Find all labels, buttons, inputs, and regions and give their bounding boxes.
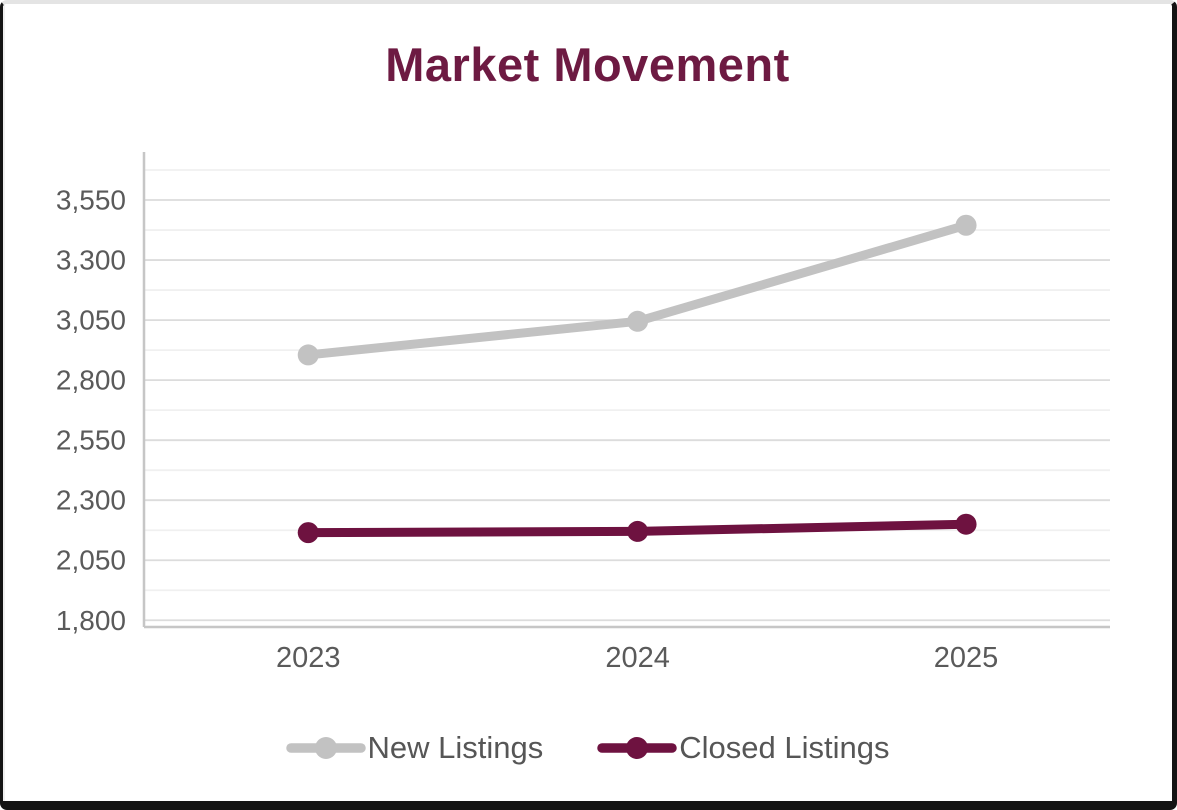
legend-label-closed-listings: Closed Listings [679, 730, 890, 765]
legend-item-new-listings: New Listings [285, 730, 544, 766]
data-point-new-listings [297, 344, 319, 366]
y-tick-label: 2,800 [56, 365, 126, 396]
legend-marker-closed-listings [597, 737, 678, 759]
y-tick-label: 2,050 [56, 545, 126, 576]
data-point-new-listings [955, 214, 977, 236]
line-chart-plot: 3,550 3,300 3,050 2,800 2,550 2,300 2,050 1,800… [56, 152, 1110, 674]
chart-title: Market Movement [385, 38, 790, 91]
chart-card: Market Movement 3,550 3,300 3,050 2,800 2,55… [3, 4, 1172, 801]
y-tick-label: 2,550 [56, 425, 126, 456]
data-point-closed-listings [955, 513, 977, 535]
legend-label-new-listings: New Listings [367, 730, 544, 765]
y-tick-label: 2,300 [56, 485, 126, 516]
chart-legend: New Listings Closed Listings [3, 722, 1172, 774]
y-tick-label: 1,800 [56, 605, 126, 636]
legend-marker-new-listings [285, 737, 366, 759]
data-point-closed-listings [627, 520, 649, 542]
x-tick-label: 2023 [276, 642, 341, 674]
x-tick-label: 2025 [934, 642, 999, 674]
y-tick-label: 3,050 [56, 305, 126, 336]
y-tick-label: 3,550 [56, 185, 126, 216]
data-point-new-listings [627, 310, 649, 332]
x-tick-label: 2024 [605, 642, 670, 674]
data-point-closed-listings [297, 522, 319, 544]
legend-item-closed-listings: Closed Listings [597, 730, 889, 766]
y-tick-label: 3,300 [56, 245, 126, 276]
